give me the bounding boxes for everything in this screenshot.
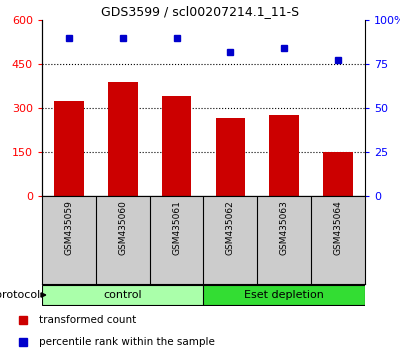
Text: transformed count: transformed count <box>39 315 136 325</box>
Text: percentile rank within the sample: percentile rank within the sample <box>39 337 214 347</box>
Text: GSM435063: GSM435063 <box>280 200 289 255</box>
Bar <box>108 82 138 196</box>
Bar <box>323 152 353 196</box>
Text: GSM435060: GSM435060 <box>118 200 127 255</box>
Bar <box>162 96 191 196</box>
Bar <box>270 115 299 196</box>
Text: GSM435062: GSM435062 <box>226 200 235 255</box>
Text: Eset depletion: Eset depletion <box>244 290 324 300</box>
Text: GDS3599 / scl00207214.1_11-S: GDS3599 / scl00207214.1_11-S <box>101 5 299 18</box>
Bar <box>204 285 365 305</box>
Text: GSM435059: GSM435059 <box>64 200 74 255</box>
Text: GSM435061: GSM435061 <box>172 200 181 255</box>
Text: protocol: protocol <box>0 290 40 300</box>
Bar <box>216 118 245 196</box>
Text: GSM435064: GSM435064 <box>334 200 342 255</box>
Bar <box>42 285 204 305</box>
Text: control: control <box>104 290 142 300</box>
Bar <box>54 101 84 196</box>
